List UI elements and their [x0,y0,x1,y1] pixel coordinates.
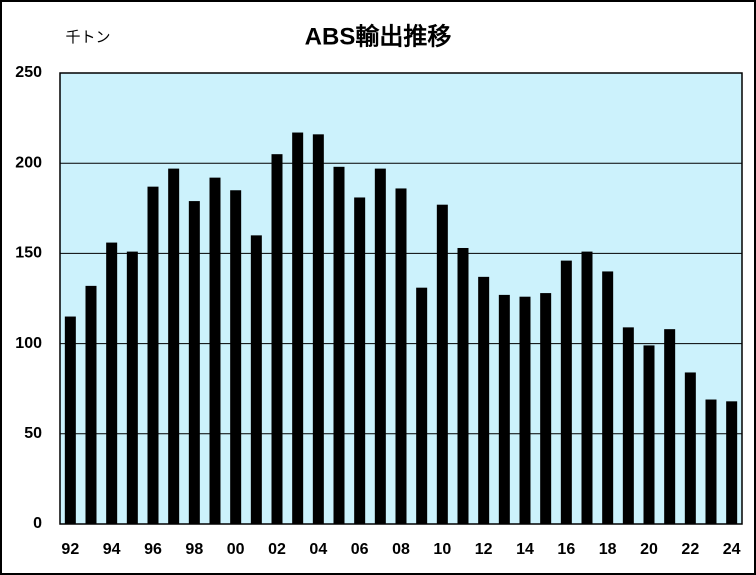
unit-label: 千トン [65,29,110,46]
bar [271,154,283,524]
bar [684,372,696,524]
y-tick-label: 200 [15,154,42,171]
x-tick-label: 94 [103,541,121,558]
bar [643,345,655,524]
bar [209,177,221,524]
bar [85,285,97,524]
bar [250,235,262,525]
bar [519,296,531,524]
x-tick-label: 96 [144,541,162,558]
bar [540,293,552,524]
bar [664,329,676,524]
x-tick-label: 16 [557,541,575,558]
bar [560,260,572,524]
x-tick-label: 12 [475,541,493,558]
x-tick-label: 22 [681,541,699,558]
x-tick-label: 00 [227,541,245,558]
x-tick-label: 24 [723,541,741,558]
bar [354,197,366,524]
bar [374,168,386,524]
bar [230,190,242,524]
x-tick-label: 08 [392,541,410,558]
bar [622,327,634,524]
bar [312,134,324,524]
plot-border [59,72,743,525]
x-tick-label: 02 [268,541,286,558]
bar [602,271,614,524]
bar [416,287,428,524]
x-tick-label: 18 [599,541,617,558]
bar [498,294,510,524]
y-tick-label: 50 [24,425,42,442]
bar [436,204,448,524]
y-tick-label: 100 [15,335,42,352]
x-tick-label: 92 [61,541,79,558]
bar [478,276,490,524]
bar [188,201,200,525]
x-tick-label: 06 [351,541,369,558]
bar [64,316,76,524]
bar [292,132,304,525]
x-tick-label: 98 [185,541,203,558]
bar [106,242,118,525]
y-tick-label: 150 [15,245,42,262]
bar [457,247,469,524]
bar [581,251,593,524]
chart-title: ABS輸出推移 [305,22,452,50]
bar [126,251,138,524]
x-tick-label: 10 [433,541,451,558]
y-tick-label: 0 [33,515,42,532]
x-tick-label: 04 [309,541,327,558]
bar [395,188,407,524]
bar [333,166,345,525]
y-tick-label: 250 [15,64,42,81]
x-tick-label: 20 [640,541,658,558]
bar [147,186,159,525]
bar [168,168,180,524]
bar [705,399,717,524]
x-tick-label: 14 [516,541,534,558]
bar [726,401,738,524]
